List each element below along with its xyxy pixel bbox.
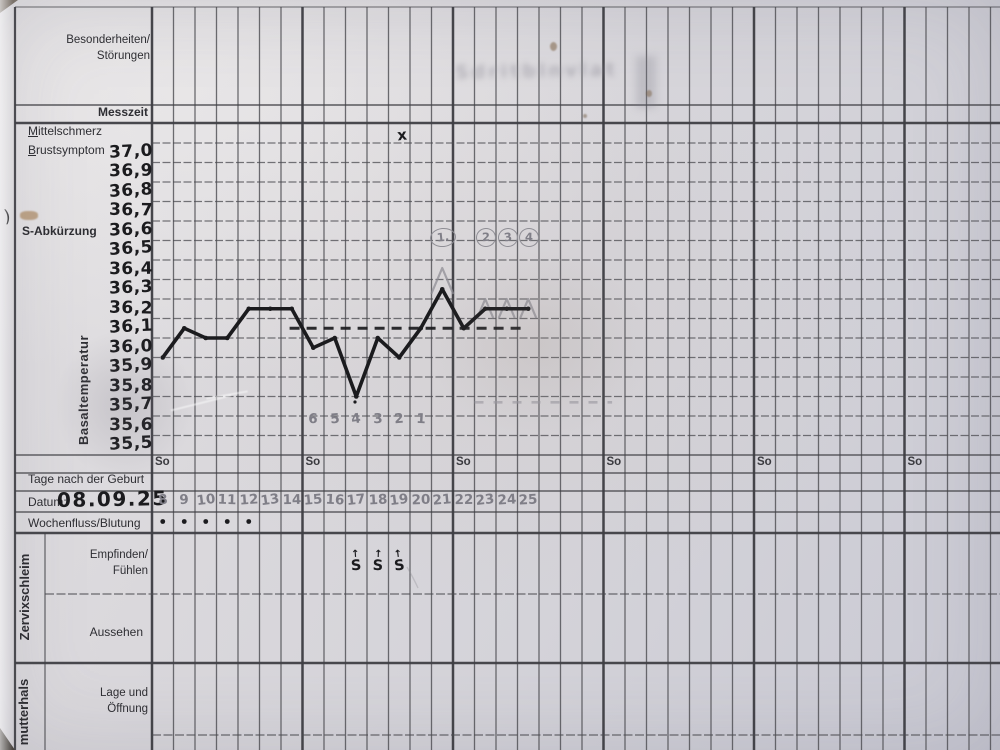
mittelschmerz-x-mark: x	[396, 125, 409, 145]
wochenfluss-label: Wochenfluss/Blutung	[28, 516, 141, 530]
mittelschmerz-label: Mittelschmerz	[28, 124, 103, 138]
bbt-data-point	[246, 306, 252, 312]
bbt-data-point	[375, 335, 381, 341]
printed-grid	[13, 6, 1000, 750]
temp-scale-value: 35,7	[108, 394, 154, 416]
cycle-date: 8	[157, 491, 169, 509]
gebaermutterhals-section-label: mutterhals	[16, 678, 32, 746]
bbt-data-point	[181, 325, 187, 331]
cycle-date: 25	[518, 491, 539, 509]
bleeding-dot	[246, 519, 252, 524]
bbt-data-point	[224, 335, 230, 341]
sunday-column-header: So	[757, 456, 772, 468]
sunday-column-header: So	[907, 456, 923, 468]
pencil-marks	[406, 266, 613, 589]
cycle-date: 13	[259, 490, 281, 510]
mucus-symbol: ↑ S	[369, 549, 386, 575]
bbt-data-point	[504, 306, 510, 312]
bbt-curve	[160, 287, 531, 399]
tage-nach-geburt-label: Tage nach der Geburt	[28, 472, 145, 486]
basaltemperatur-axis-label: Basaltemperatur	[76, 334, 92, 446]
mucus-symbol: ↑ S	[348, 549, 366, 575]
cycle-date: 11	[217, 491, 237, 509]
bbt-data-point	[353, 394, 359, 399]
ink-marks	[160, 286, 531, 524]
dirt-speck	[583, 114, 587, 118]
mucus-symbol: ↑ S	[390, 549, 409, 575]
countdown-number: 1	[415, 410, 426, 428]
bbt-data-point	[160, 355, 166, 360]
cycle-date: 15	[303, 491, 324, 509]
countdown-number: 5	[329, 410, 341, 428]
bbt-data-point	[439, 286, 445, 292]
bleeding-dot	[203, 519, 209, 524]
sunday-column-header: So	[606, 456, 622, 468]
sunday-column-header: So	[155, 456, 170, 468]
bbt-data-point	[396, 355, 402, 360]
bbt-data-point	[525, 306, 531, 312]
bbt-data-point	[267, 306, 273, 312]
messzeit-label: Messzeit	[97, 105, 148, 119]
orange-smudge	[20, 211, 38, 220]
cycle-date: 10	[195, 490, 217, 510]
sunday-column-header: So	[456, 456, 471, 468]
besonderheiten-label: Besonderheiten/ Störungen	[66, 34, 150, 62]
cycle-date: 18	[367, 491, 388, 509]
temp-scale-value: 36,9	[108, 160, 154, 182]
dirt-speck	[550, 42, 557, 51]
bleeding-dot	[224, 519, 230, 524]
schleim-letter: S	[372, 557, 384, 575]
bbt-data-point	[482, 306, 488, 312]
schleim-letter: S	[393, 557, 406, 575]
bbt-data-point	[203, 335, 209, 341]
bleeding-dot	[160, 519, 166, 524]
cycle-date: 19	[388, 490, 410, 510]
bbt-data-point	[310, 345, 316, 351]
sunday-column-header: So	[305, 456, 321, 468]
cycle-date: 20	[411, 491, 431, 509]
cycle-date: 23	[475, 491, 496, 509]
aussehen-label: Aussehen	[89, 625, 143, 639]
s-abkuerzung-label: S-Abkürzung	[22, 224, 97, 238]
countdown-number: 2	[393, 410, 405, 428]
bbt-data-point	[332, 335, 338, 341]
lage-oeffnung-label: Lage und Öffnung	[100, 687, 148, 715]
dirt-speck	[646, 90, 652, 97]
bbt-data-point	[289, 306, 295, 312]
schleim-letter: S	[350, 557, 363, 575]
cycle-date: 22	[454, 491, 474, 509]
datum-label: Datum:	[28, 495, 67, 509]
cycle-date: 21	[432, 491, 453, 509]
cycle-date: 16	[324, 491, 345, 509]
brustsymptom-label: Brustsymptom	[28, 143, 105, 157]
cycle-date: 17	[346, 491, 367, 509]
cycle-date: 12	[238, 491, 259, 509]
cycle-date: 24	[496, 491, 517, 509]
cycle-date: 9	[179, 491, 190, 509]
bbt-data-point	[418, 325, 424, 331]
temp-scale-value: 36,1	[108, 315, 154, 339]
temp-scale-value: 35,9	[108, 354, 154, 378]
zervixschleim-section-label: Zervixschleim	[17, 553, 33, 641]
countdown-number: 4	[350, 410, 363, 428]
countdown-number: 3	[372, 410, 383, 428]
cycle-date: 14	[282, 491, 302, 509]
countdown-number: 6	[308, 410, 319, 428]
temp-scale-value: 36,7	[108, 200, 154, 221]
bleeding-dot	[181, 519, 187, 524]
empfinden-label: Empfinden/ Fühlen	[89, 549, 148, 577]
temp-scale-value: 36,3	[108, 277, 154, 299]
temp-scale-value: 36,4	[108, 258, 154, 279]
temp-scale-value: 35,5	[108, 432, 154, 456]
